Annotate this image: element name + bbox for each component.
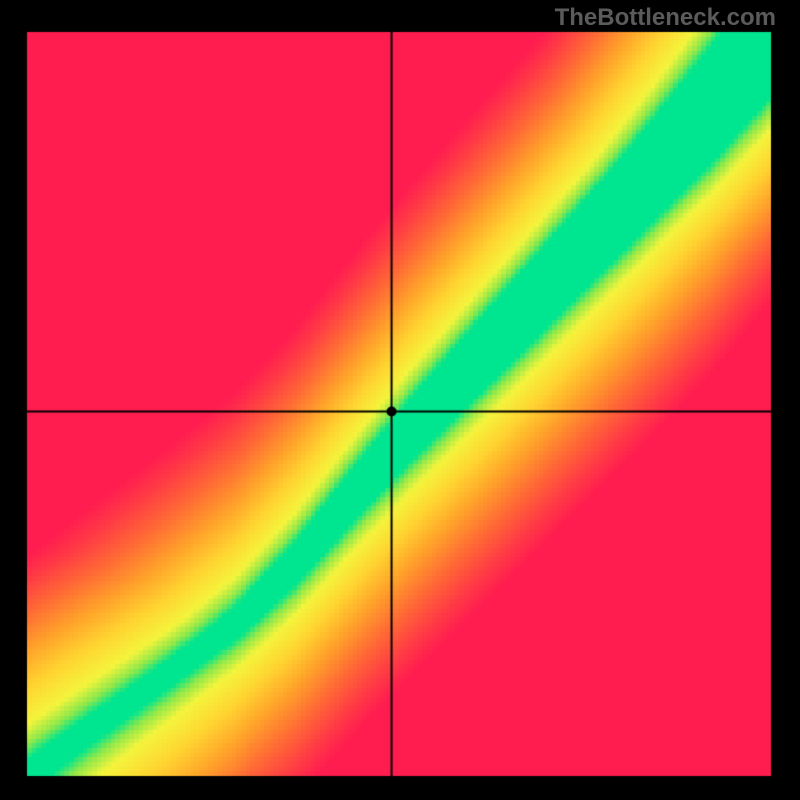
bottleneck-heatmap — [0, 0, 800, 800]
chart-root: { "canvas": { "width": 800, "height": 80… — [0, 0, 800, 800]
watermark-label: TheBottleneck.com — [555, 4, 776, 32]
